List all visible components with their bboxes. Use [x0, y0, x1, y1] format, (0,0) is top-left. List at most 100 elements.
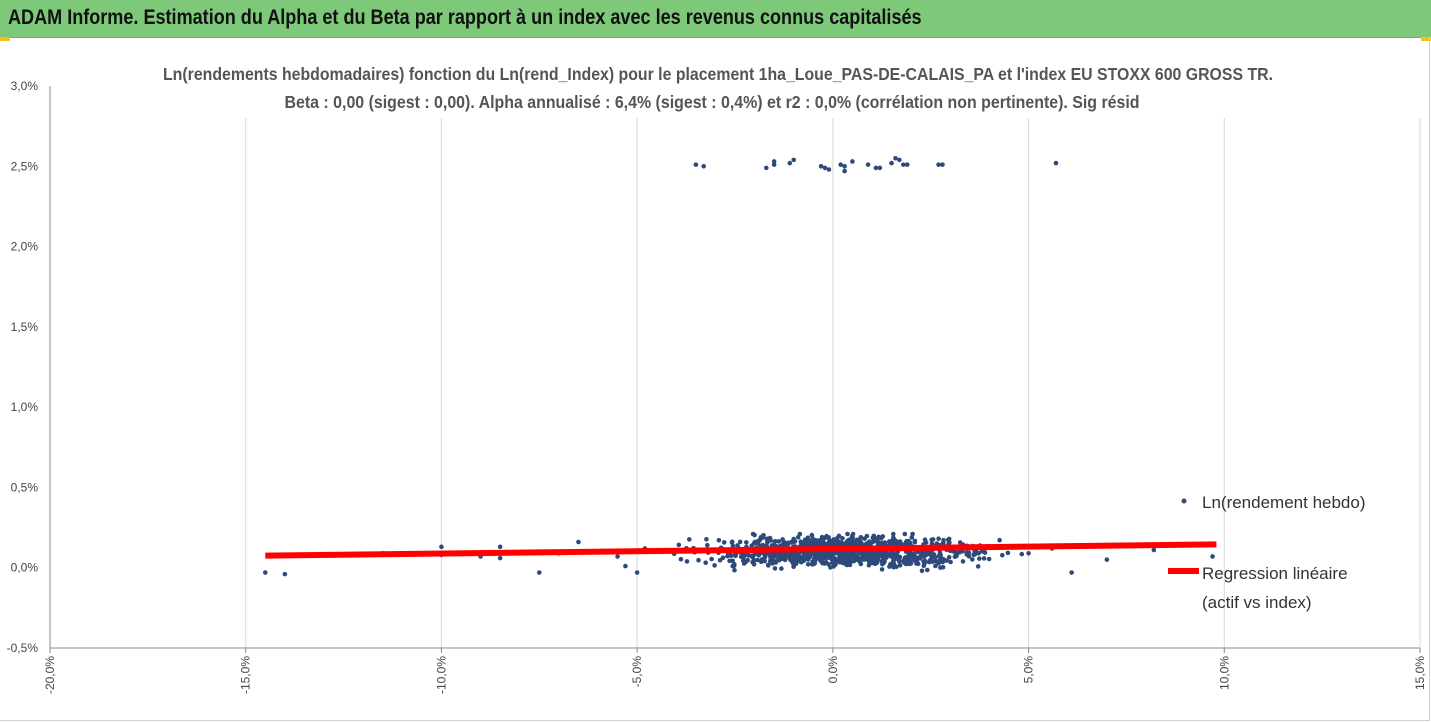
data-point	[764, 165, 769, 171]
data-point	[810, 540, 816, 545]
data-point	[762, 555, 767, 561]
data-point	[858, 535, 863, 540]
data-point	[805, 535, 811, 541]
data-point	[936, 553, 942, 559]
data-point	[977, 556, 982, 561]
data-point	[877, 165, 883, 171]
data-point	[716, 538, 722, 543]
data-point	[890, 555, 896, 560]
data-point	[889, 160, 894, 166]
data-point	[940, 162, 945, 167]
data-point	[687, 537, 692, 542]
data-point	[781, 540, 786, 546]
data-point	[1019, 551, 1025, 557]
data-point	[744, 540, 749, 545]
data-point	[804, 555, 810, 561]
x-tick-label: 0,0%	[826, 656, 840, 684]
data-point	[282, 571, 288, 577]
data-point	[809, 532, 815, 538]
data-point	[914, 559, 919, 564]
data-point	[826, 167, 832, 172]
data-point	[773, 539, 778, 544]
data-point	[704, 537, 709, 542]
data-point	[972, 549, 977, 554]
data-point	[791, 157, 797, 163]
data-point	[846, 557, 852, 562]
data-point	[960, 559, 966, 564]
data-point	[872, 561, 878, 566]
data-point	[873, 556, 878, 562]
data-point	[907, 558, 913, 563]
data-point	[850, 159, 855, 164]
data-point	[720, 555, 726, 561]
data-point	[805, 539, 810, 544]
legend-label-scatter: Ln(rendement hebdo)	[1202, 493, 1366, 512]
data-point	[839, 556, 845, 561]
data-point	[840, 536, 845, 541]
data-point	[912, 538, 918, 544]
data-point	[938, 565, 943, 570]
tick-labels: -20,0% -15,0% -10,0% -5,0% 0,0% 5,0% 10,0% 15,0…	[7, 79, 1427, 694]
data-point	[849, 534, 855, 539]
data-point	[850, 552, 855, 558]
data-point	[623, 563, 628, 569]
data-point	[696, 557, 701, 563]
data-point	[970, 557, 975, 562]
data-point	[842, 163, 847, 169]
data-point	[1000, 552, 1005, 558]
data-point	[891, 531, 896, 537]
data-point	[827, 539, 832, 544]
data-point	[262, 570, 268, 575]
data-point	[833, 541, 838, 547]
data-point	[1069, 570, 1074, 575]
data-point	[765, 536, 771, 541]
legend-label-regression: Regression linéaire	[1202, 564, 1348, 583]
data-point	[879, 567, 885, 572]
data-point	[997, 537, 1002, 543]
data-point	[936, 536, 941, 541]
x-tick-label: -20,0%	[43, 656, 57, 694]
data-point	[860, 542, 865, 547]
data-point	[812, 560, 818, 566]
data-point	[497, 544, 503, 550]
data-point	[849, 538, 855, 543]
y-tick-label: 3,0%	[11, 79, 39, 93]
data-point	[771, 159, 777, 164]
data-point	[817, 556, 822, 561]
y-tick-label: -0,5%	[7, 641, 39, 655]
report-banner: ADAM Informe. Estimation du Alpha et du …	[0, 0, 1431, 38]
data-point	[929, 541, 935, 546]
y-tick-label: 1,0%	[11, 400, 39, 414]
data-point	[803, 542, 808, 548]
data-point	[952, 554, 958, 559]
data-point	[1210, 554, 1215, 559]
data-point	[785, 542, 790, 548]
report-title: ADAM Informe. Estimation du Alpha et du …	[8, 6, 922, 29]
data-point	[773, 560, 779, 565]
data-point	[749, 553, 754, 559]
chart-title-line-2: Beta : 0,00 (sigest : 0,00). Alpha annua…	[285, 92, 1140, 112]
data-point	[751, 540, 757, 546]
data-point	[884, 550, 889, 556]
data-point	[941, 540, 946, 546]
regression-line-path	[265, 541, 1217, 559]
data-point	[925, 567, 930, 573]
banner-corner-left	[0, 37, 10, 41]
data-point	[933, 558, 939, 564]
data-point	[929, 537, 934, 543]
data-point	[826, 562, 831, 567]
data-point	[1151, 547, 1157, 553]
data-point	[912, 554, 918, 559]
data-point	[703, 560, 708, 565]
data-point	[922, 537, 928, 542]
data-point	[866, 552, 871, 557]
data-point	[822, 555, 828, 561]
x-tick-label: 10,0%	[1217, 656, 1231, 690]
data-point	[678, 556, 684, 562]
data-point	[799, 558, 804, 564]
y-tick-label: 2,5%	[11, 159, 39, 173]
legend-label-regression-line2: (actif vs index)	[1202, 593, 1312, 612]
data-point	[878, 536, 884, 541]
data-point	[721, 540, 727, 545]
